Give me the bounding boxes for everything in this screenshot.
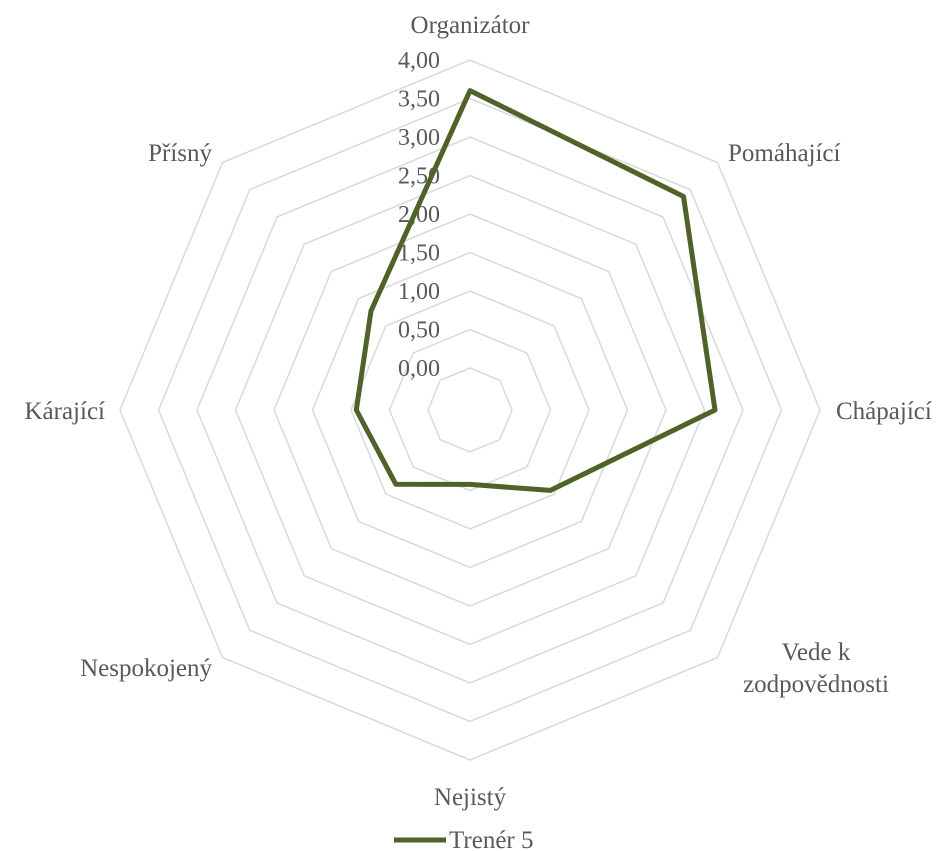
- grid-ring: [157, 97, 783, 723]
- grid-ring: [119, 59, 821, 761]
- grid-ring: [273, 213, 667, 607]
- tick-label: 1,00: [398, 279, 440, 305]
- grid-ring: [427, 367, 513, 453]
- category-label: Chápající: [836, 398, 932, 425]
- grid-ring: [388, 328, 552, 492]
- category-label: Vede k zodpovědnosti: [743, 639, 889, 698]
- category-label: Přísný: [148, 140, 212, 167]
- tick-label: 3,00: [398, 125, 440, 151]
- grid-ring: [196, 136, 744, 684]
- category-label: Pomáhající: [728, 140, 841, 167]
- category-label: Nespokojený: [80, 655, 212, 682]
- grid-ring: [234, 174, 706, 646]
- series-layer: [353, 88, 718, 493]
- grid-ring: [350, 290, 590, 530]
- series-line-0: [353, 88, 718, 493]
- category-label: Kárající: [24, 398, 105, 425]
- grid-ring: [311, 251, 629, 569]
- category-label: Nejistý: [434, 784, 507, 811]
- radial-axis-ticks: 0,000,501,001,502,002,503,003,504,00: [398, 48, 440, 382]
- tick-label: 4,00: [398, 48, 440, 74]
- tick-label: 0,50: [398, 318, 440, 344]
- category-label: Organizátor: [411, 12, 531, 39]
- tick-label: 1,50: [398, 241, 440, 267]
- tick-label: 0,00: [398, 356, 440, 382]
- legend: Trenér 5: [394, 827, 534, 851]
- tick-label: 3,50: [398, 87, 440, 113]
- radar-grid: [119, 59, 821, 761]
- legend-label-trener-5: Trenér 5: [449, 827, 534, 851]
- category-labels: Organizátor Pomáhající Chápající Vede k zodp…: [24, 12, 931, 811]
